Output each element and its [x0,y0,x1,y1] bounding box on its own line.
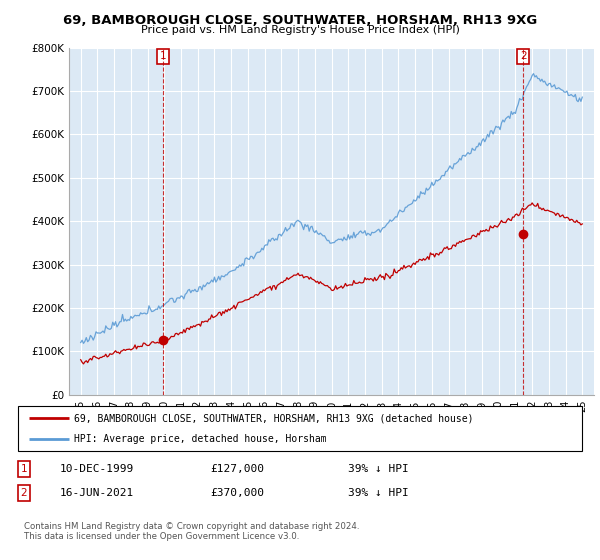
Text: 16-JUN-2021: 16-JUN-2021 [60,488,134,498]
Text: 69, BAMBOROUGH CLOSE, SOUTHWATER, HORSHAM, RH13 9XG (detached house): 69, BAMBOROUGH CLOSE, SOUTHWATER, HORSHA… [74,413,474,423]
Text: £370,000: £370,000 [210,488,264,498]
Text: HPI: Average price, detached house, Horsham: HPI: Average price, detached house, Hors… [74,433,327,444]
Text: 2: 2 [520,52,526,61]
Text: Price paid vs. HM Land Registry's House Price Index (HPI): Price paid vs. HM Land Registry's House … [140,25,460,35]
Text: 39% ↓ HPI: 39% ↓ HPI [348,488,409,498]
Text: £127,000: £127,000 [210,464,264,474]
Text: 69, BAMBOROUGH CLOSE, SOUTHWATER, HORSHAM, RH13 9XG: 69, BAMBOROUGH CLOSE, SOUTHWATER, HORSHA… [63,14,537,27]
Text: 2: 2 [20,488,28,498]
Text: 39% ↓ HPI: 39% ↓ HPI [348,464,409,474]
Text: 1: 1 [20,464,28,474]
Text: Contains HM Land Registry data © Crown copyright and database right 2024.
This d: Contains HM Land Registry data © Crown c… [24,522,359,542]
Text: 1: 1 [160,52,166,61]
Text: 10-DEC-1999: 10-DEC-1999 [60,464,134,474]
